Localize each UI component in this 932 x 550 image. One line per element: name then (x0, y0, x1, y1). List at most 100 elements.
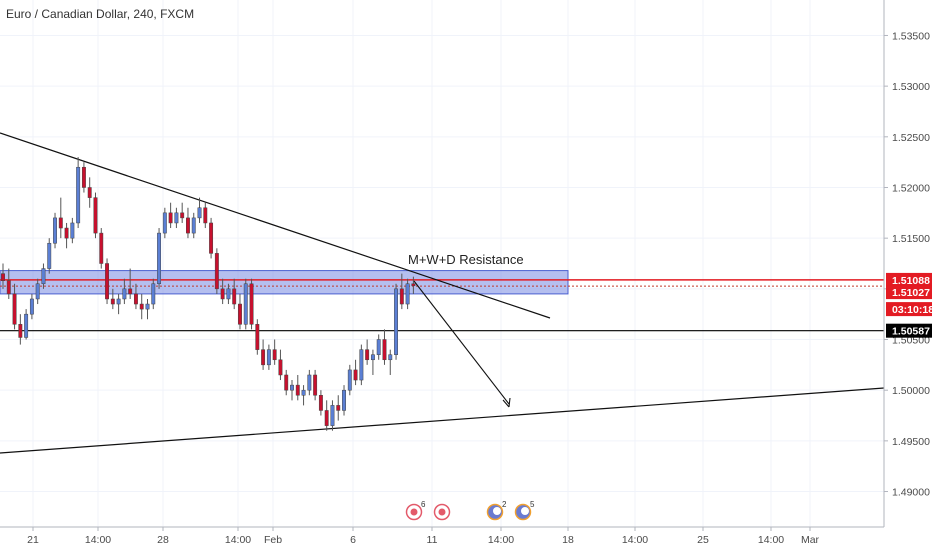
candle-35 (203, 202, 208, 229)
event-count: 6 (421, 500, 426, 509)
candle-39 (226, 283, 231, 305)
ascending-trendline[interactable] (0, 387, 885, 454)
candle-body (58, 217, 63, 229)
candle-29 (168, 202, 173, 229)
candle-body (122, 288, 127, 300)
candle-body (145, 303, 150, 310)
price-axis[interactable]: 1.53500 1.53000 1.52500 1.52000 1.51500 1.510… (883, 0, 932, 550)
candle-5 (29, 293, 34, 320)
candle-body (382, 339, 387, 361)
candle-body (399, 288, 404, 305)
candle-26 (151, 278, 156, 310)
candle-56 (324, 400, 329, 431)
candle-30 (174, 207, 179, 229)
eu-event-icon[interactable]: 6 (405, 500, 427, 521)
candle-body (324, 410, 329, 426)
time-tick-label: 14:00 (488, 534, 514, 546)
candle-33 (191, 212, 196, 239)
price-tick-label: 1.53000 (892, 81, 930, 93)
candle-71 (411, 276, 416, 294)
candle-body (365, 349, 370, 361)
time-tick-label: 18 (562, 534, 574, 546)
grid (0, 0, 884, 527)
candle-body (24, 313, 29, 338)
candle-body (81, 166, 86, 188)
resistance-rect[interactable] (0, 270, 569, 295)
candle-37 (214, 248, 219, 294)
candle-body (347, 369, 352, 391)
candle-body (318, 395, 323, 411)
event-icons[interactable]: 6 2 5 (405, 500, 536, 521)
candle-55 (318, 390, 323, 416)
candle-62 (359, 344, 364, 386)
event-count: 2 (502, 500, 507, 509)
price-tick-label: 1.49000 (892, 487, 930, 499)
candle-53 (307, 369, 312, 396)
candle-28 (162, 207, 167, 239)
candle-41 (238, 293, 242, 330)
candle-46 (266, 344, 271, 370)
candle-57 (330, 400, 335, 431)
candle-body (266, 349, 271, 366)
horizontal-lines (0, 279, 884, 332)
candle-body (162, 212, 167, 234)
annotations (413, 280, 511, 408)
moon-event-icon-2[interactable]: 5 (514, 500, 536, 521)
candle-body (29, 298, 34, 315)
candle-body (87, 187, 92, 198)
candle-body (376, 339, 381, 355)
price-tick-label: 1.53500 (892, 30, 930, 42)
level-price-badge (886, 323, 932, 338)
candle-11 (64, 222, 69, 249)
candle-52 (301, 385, 306, 406)
candle-body (295, 384, 300, 396)
candle-36 (209, 217, 214, 259)
current-price-label: 1.51088 (892, 275, 930, 287)
candle-body (284, 374, 289, 391)
price-tick-label: 1.50000 (892, 385, 930, 397)
candle-10 (58, 197, 63, 239)
candle-66 (382, 329, 387, 365)
time-axis-bg (0, 527, 932, 550)
time-tick-label: 21 (27, 534, 39, 546)
moon-event-icon[interactable]: 2 (486, 500, 508, 521)
candle-body (116, 298, 121, 305)
candle-body (342, 389, 346, 411)
candle-24 (139, 293, 144, 320)
candle-body (93, 197, 98, 234)
candle-body (99, 232, 104, 264)
candle-body (35, 283, 40, 300)
ca-event-icon[interactable] (433, 503, 451, 521)
candle-40 (232, 278, 237, 310)
candle-body (18, 324, 23, 338)
candle-64 (370, 349, 375, 375)
descending-trendline[interactable] (0, 132, 551, 319)
candle-body (186, 217, 190, 234)
time-tick-label: Mar (801, 534, 820, 546)
candle-body (353, 369, 358, 381)
candle-body (359, 349, 364, 381)
candle-body (411, 283, 416, 287)
candle-38 (220, 278, 225, 305)
candle-22 (128, 268, 133, 299)
time-tick-label: 14:00 (85, 534, 111, 546)
price-tick-label: 1.52000 (892, 182, 930, 194)
candle-body (232, 288, 237, 305)
candle-body (388, 354, 393, 361)
candle-8 (47, 238, 52, 274)
candle-42 (243, 278, 248, 330)
countdown-label: 03:10:18 (892, 304, 932, 316)
candle-6 (35, 278, 40, 305)
candle-15 (87, 177, 92, 208)
candle-25 (145, 298, 150, 320)
candle-body (394, 288, 398, 355)
candle-body (330, 405, 335, 426)
candle-body (290, 384, 294, 391)
time-axis[interactable]: 21 14:00 28 14:00 Feb 6 11 14:00 18 14:00 25 14:00 M… (0, 526, 932, 550)
trend-lines[interactable] (0, 132, 885, 454)
candle-body (139, 303, 144, 310)
candle-63 (365, 339, 370, 365)
candles (1, 157, 416, 431)
candle-body (261, 349, 266, 366)
